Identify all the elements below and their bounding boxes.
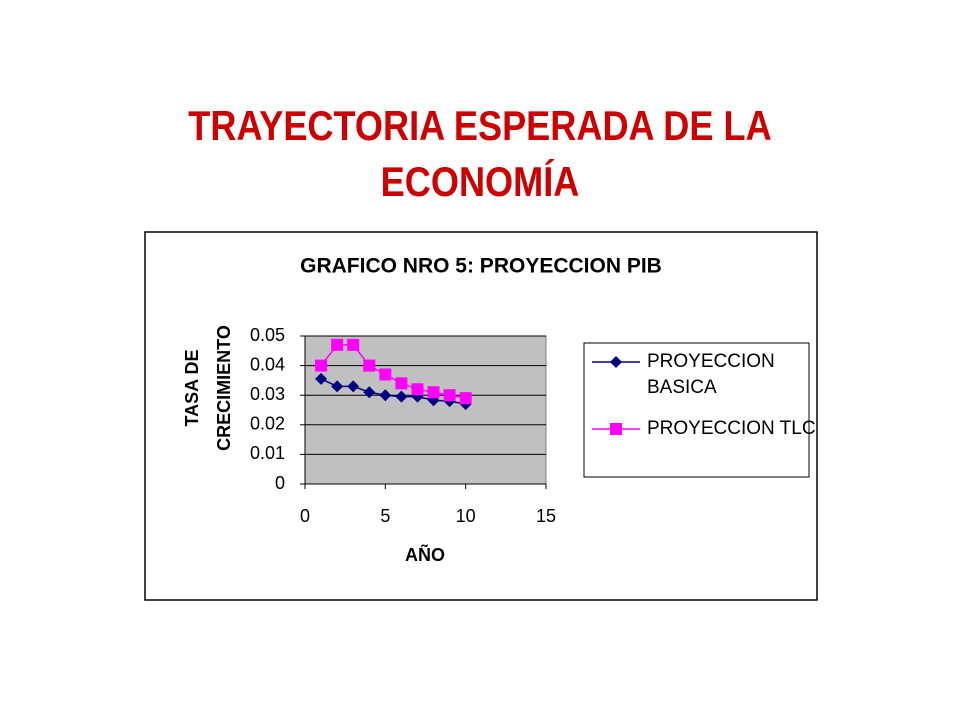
marker — [379, 389, 392, 402]
x-tick-label: 15 — [536, 506, 556, 526]
marker — [363, 386, 376, 399]
chart-title: GRAFICO NRO 5: PROYECCION PIB — [300, 255, 662, 278]
marker — [379, 368, 392, 381]
slide-title: TRAYECTORIA ESPERADA DE LA ECONOMÍA — [188, 102, 772, 205]
legend-marker — [610, 423, 622, 435]
marker — [411, 383, 424, 396]
y-tick-label: 0.02 — [250, 414, 285, 434]
x-tick-label: 5 — [380, 506, 390, 526]
legend-entry: PROYECCION TLC — [647, 418, 816, 439]
marker — [331, 338, 344, 351]
legend-box — [583, 342, 810, 478]
y-tick-label: 0 — [275, 473, 285, 493]
y-axis-label: TASA DE CRECIMIENTO — [182, 325, 234, 451]
y-tick-label: 0.05 — [250, 325, 285, 345]
series-line — [320, 344, 466, 399]
plot-area — [304, 335, 547, 485]
marker — [459, 392, 472, 405]
marker — [331, 380, 344, 393]
x-tick-label: 0 — [300, 506, 310, 526]
marker — [363, 359, 376, 372]
marker — [315, 359, 328, 372]
marker — [347, 380, 360, 393]
x-axis-label: AÑO — [405, 544, 445, 565]
series-line — [320, 378, 466, 405]
legend-entry: PROYECCION BASICA — [647, 351, 775, 398]
marker — [347, 338, 360, 351]
marker — [443, 389, 456, 402]
legend-marker — [610, 356, 622, 368]
y-tick-label: 0.01 — [250, 443, 285, 463]
x-tick-label: 10 — [456, 506, 476, 526]
y-tick-label: 0.04 — [250, 354, 285, 374]
marker — [395, 377, 408, 390]
marker — [427, 386, 440, 399]
marker — [315, 372, 328, 385]
y-tick-label: 0.03 — [250, 384, 285, 404]
marker — [395, 390, 408, 403]
